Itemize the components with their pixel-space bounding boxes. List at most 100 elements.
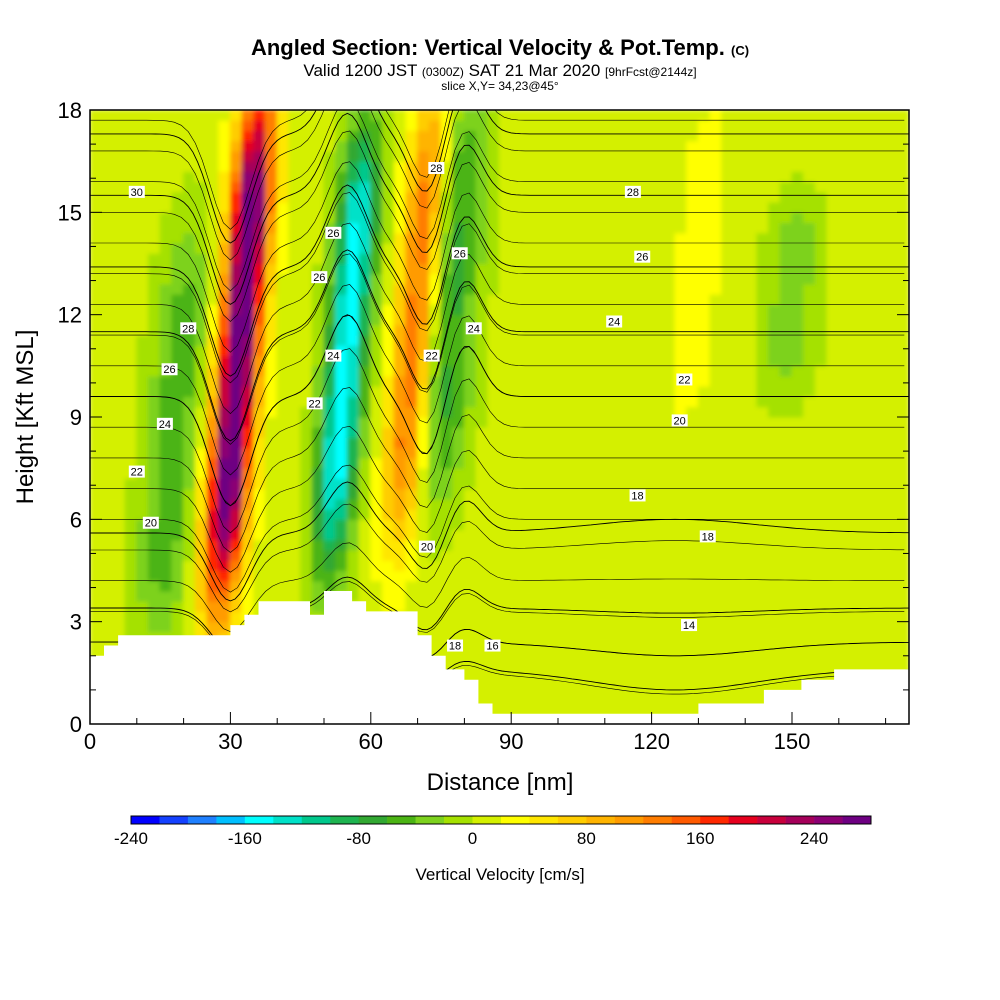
velocity-cell (557, 703, 571, 715)
velocity-cell (651, 211, 664, 224)
velocity-cell (639, 181, 653, 193)
velocity-cell (499, 416, 512, 428)
velocity-cell (733, 498, 746, 510)
velocity-cell (838, 129, 851, 142)
velocity-cell (779, 232, 793, 244)
velocity-cell (592, 672, 606, 684)
velocity-cell (861, 273, 875, 285)
velocity-cell (346, 252, 360, 264)
velocity-cell (475, 672, 489, 684)
velocity-cell (382, 549, 395, 561)
velocity-cell (826, 129, 840, 142)
velocity-cell (90, 477, 103, 490)
velocity-cell (803, 293, 816, 305)
velocity-cell (171, 181, 185, 193)
velocity-cell (709, 621, 723, 633)
velocity-cell (779, 375, 793, 387)
velocity-cell (709, 170, 723, 183)
velocity-cell (803, 375, 816, 387)
velocity-cell (346, 160, 360, 172)
velocity-cell (101, 232, 114, 244)
velocity-cell (382, 559, 395, 571)
velocity-cell (112, 570, 126, 582)
velocity-cell (159, 518, 173, 531)
velocity-cell (370, 498, 383, 510)
velocity-cell (674, 406, 688, 418)
velocity-cell (487, 406, 500, 418)
velocity-cell (335, 457, 348, 469)
velocity-cell (148, 334, 161, 346)
velocity-cell (522, 672, 536, 684)
velocity-cell (288, 570, 302, 582)
velocity-cell (814, 385, 828, 398)
velocity-cell (557, 365, 571, 377)
velocity-cell (499, 590, 512, 602)
velocity-cell (229, 498, 243, 510)
velocity-cell (148, 191, 161, 203)
velocity-cell (183, 344, 196, 357)
velocity-cell (183, 314, 196, 326)
velocity-cell (534, 498, 547, 510)
velocity-cell (557, 651, 571, 664)
velocity-cell (534, 222, 547, 234)
velocity-cell (370, 191, 383, 203)
velocity-cell (861, 518, 875, 531)
velocity-cell (206, 191, 220, 203)
velocity-cell (639, 539, 653, 551)
velocity-cell (791, 529, 805, 541)
velocity-cell (545, 570, 559, 582)
velocity-cell (393, 355, 407, 367)
velocity-cell (768, 549, 781, 561)
velocity-cell (159, 129, 173, 142)
velocity-cell (487, 263, 500, 275)
velocity-cell (768, 355, 781, 367)
velocity-cell (522, 283, 536, 295)
velocity-cell (791, 672, 805, 684)
velocity-cell (616, 263, 629, 275)
velocity-cell (791, 303, 805, 316)
velocity-cell (756, 396, 770, 408)
velocity-cell (194, 447, 208, 459)
velocity-cell (744, 334, 758, 346)
y-tick-label: 0 (70, 712, 82, 737)
velocity-cell (580, 703, 594, 715)
velocity-cell (218, 201, 231, 213)
velocity-cell (335, 191, 348, 203)
velocity-cell (417, 621, 430, 633)
velocity-cell (452, 416, 465, 428)
velocity-cell (463, 293, 477, 305)
velocity-cell (838, 232, 851, 244)
velocity-cell (662, 324, 676, 336)
velocity-cell (440, 140, 454, 152)
velocity-cell (323, 129, 337, 142)
velocity-cell (124, 385, 138, 398)
velocity-cell (171, 467, 185, 479)
velocity-cell (826, 222, 840, 234)
velocity-cell (382, 119, 395, 131)
velocity-cell (428, 283, 442, 295)
velocity-cell (896, 406, 909, 418)
velocity-cell (475, 252, 489, 264)
velocity-cell (241, 529, 255, 541)
velocity-cell (90, 539, 103, 551)
velocity-cell (592, 344, 606, 357)
velocity-cell (101, 600, 114, 612)
velocity-cell (885, 344, 898, 357)
velocity-cell (662, 662, 676, 674)
velocity-cell (545, 110, 559, 121)
velocity-cell (475, 518, 489, 531)
isentrope-line (90, 253, 905, 445)
velocity-cell (218, 539, 231, 551)
velocity-cell (159, 610, 173, 623)
velocity-cell (861, 375, 875, 387)
velocity-cell (569, 365, 582, 377)
velocity-cell (323, 324, 337, 336)
velocity-cell (452, 160, 465, 172)
velocity-cell (311, 191, 325, 203)
velocity-cell (709, 242, 723, 254)
velocity-cell (311, 334, 325, 346)
velocity-cell (861, 119, 875, 131)
velocity-cell (370, 488, 383, 500)
velocity-cell (697, 119, 711, 131)
